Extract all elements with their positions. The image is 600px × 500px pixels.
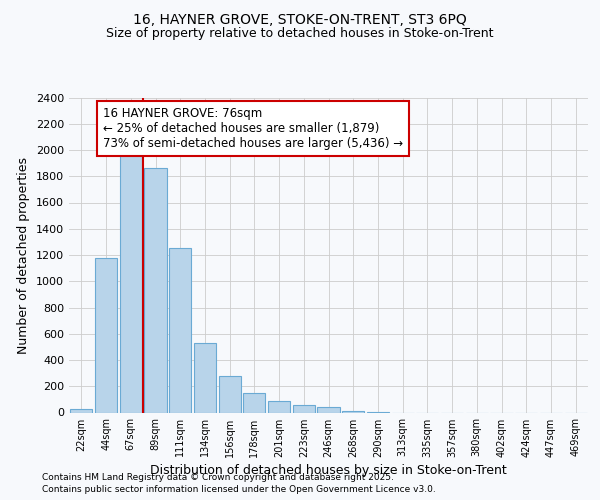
Bar [70,409,92,412]
Y-axis label: Number of detached properties: Number of detached properties [17,156,31,354]
Bar [119,152,142,412]
Bar [342,410,364,412]
Bar [95,258,117,412]
Bar [293,406,315,412]
Bar [194,343,216,412]
Bar [145,168,167,412]
Text: Size of property relative to detached houses in Stoke-on-Trent: Size of property relative to detached ho… [106,28,494,40]
Text: 16 HAYNER GROVE: 76sqm
← 25% of detached houses are smaller (1,879)
73% of semi-: 16 HAYNER GROVE: 76sqm ← 25% of detached… [103,107,403,150]
Bar [218,376,241,412]
Bar [317,407,340,412]
Text: 16, HAYNER GROVE, STOKE-ON-TRENT, ST3 6PQ: 16, HAYNER GROVE, STOKE-ON-TRENT, ST3 6P… [133,12,467,26]
Bar [169,248,191,412]
Text: Contains HM Land Registry data © Crown copyright and database right 2025.: Contains HM Land Registry data © Crown c… [42,472,394,482]
Text: Contains public sector information licensed under the Open Government Licence v3: Contains public sector information licen… [42,485,436,494]
Bar [243,393,265,412]
Bar [268,400,290,412]
X-axis label: Distribution of detached houses by size in Stoke-on-Trent: Distribution of detached houses by size … [150,464,507,476]
